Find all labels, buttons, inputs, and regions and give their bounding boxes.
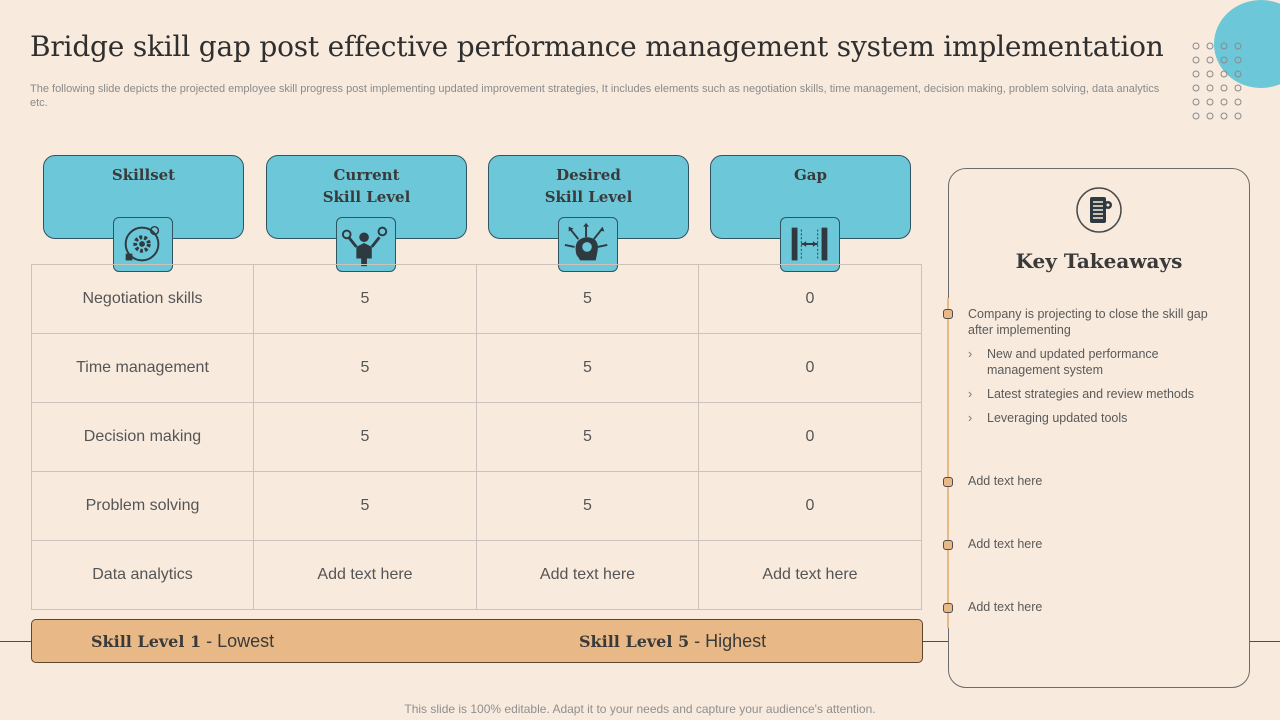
header-line1: Desired <box>556 166 621 184</box>
table-cell-current: Add text here <box>254 541 477 609</box>
takeaway-subpoint: › Leveraging updated tools <box>968 410 1228 426</box>
timeline-bullet <box>943 477 953 487</box>
chevron-right-icon: › <box>968 411 973 425</box>
table-cell-current: 5 <box>254 265 477 334</box>
takeaway-subpoint-text: Latest strategies and review methods <box>987 387 1195 401</box>
table-cell-skill: Data analytics <box>32 541 254 609</box>
table-cell-gap: 0 <box>699 472 921 541</box>
timeline-bullet <box>943 309 953 319</box>
header-line1: Skillset <box>111 166 176 184</box>
legend-highest: Skill Level 5 - Highest <box>579 631 766 652</box>
table-cell-current: 5 <box>254 334 477 403</box>
takeaway-subpoint-text: Leveraging updated tools <box>987 411 1128 425</box>
legend-level1-desc: - Lowest <box>206 631 275 651</box>
header-line1: Current <box>333 166 400 184</box>
table-cell-gap: Add text here <box>762 566 858 583</box>
table-cell-desired: 5 <box>477 334 699 403</box>
table-cell-gap: 0 <box>699 334 921 403</box>
table-cell-desired: 5 <box>477 472 699 541</box>
legend-level5-label: Skill Level 5 <box>579 632 690 651</box>
table-cell-current: 5 <box>254 472 477 541</box>
footer-note: This slide is 100% editable. Adapt it to… <box>404 702 876 716</box>
header-line2: Skill Level <box>544 188 633 206</box>
takeaway-point-4: Add text here <box>968 600 1043 614</box>
skill-level-legend: Skill Level 1 - Lowest Skill Level 5 - H… <box>31 619 923 663</box>
takeaway-point-3: Add text here <box>968 537 1043 551</box>
key-takeaways-title: Key Takeaways <box>1015 249 1183 273</box>
takeaway-point-2: Add text here <box>968 474 1043 488</box>
table-cell-current: 5 <box>254 403 477 472</box>
legend-lowest: Skill Level 1 - Lowest <box>91 631 274 652</box>
table-cell-desired: 5 <box>477 403 699 472</box>
chevron-right-icon: › <box>968 387 973 401</box>
page-subtitle: The following slide depicts the projecte… <box>30 83 1160 109</box>
person-with-gears-icon <box>336 217 396 272</box>
head-with-arrows-icon <box>558 217 618 272</box>
table-cell-skill: Decision making <box>32 403 254 472</box>
table-cell-gap: 0 <box>699 265 921 334</box>
header-line2: Skill Level <box>322 188 411 206</box>
table-cell-skill: Negotiation skills <box>32 265 254 334</box>
page-title: Bridge skill gap post effective performa… <box>30 30 1164 63</box>
takeaway-subpoint: › New and updated performance management… <box>968 346 1228 378</box>
key-takeaways-panel <box>948 168 1250 688</box>
table-cell-skill: Problem solving <box>32 472 254 541</box>
header-line1: Gap <box>793 166 828 184</box>
timeline-line <box>947 298 949 628</box>
decorative-dot-grid <box>1192 42 1242 120</box>
legend-level5-desc: - Highest <box>694 631 767 651</box>
table-cell-gap: 0 <box>699 403 921 472</box>
chevron-right-icon: › <box>968 347 973 361</box>
takeaway-subpoint: › Latest strategies and review methods <box>968 386 1228 402</box>
table-cell-desired: 5 <box>477 265 699 334</box>
timeline-bullet <box>943 603 953 613</box>
table-cell-desired: Add text here <box>477 541 699 609</box>
takeaway-point-1: Company is projecting to close the skill… <box>968 307 1208 337</box>
gap-bracket-icon <box>780 217 840 272</box>
timeline-bullet <box>943 540 953 550</box>
legend-level1-label: Skill Level 1 <box>91 632 202 651</box>
server-list-icon <box>1076 187 1122 233</box>
decorative-circle <box>1214 0 1280 88</box>
takeaway-subpoint-text: New and updated performance management s… <box>987 347 1159 377</box>
skills-gear-icon <box>113 217 173 272</box>
table-cell-skill: Time management <box>32 334 254 403</box>
skills-table: Negotiation skills 5 5 0 Time management… <box>31 264 922 610</box>
header-current-skill-level: Current Skill Level <box>266 155 467 239</box>
header-desired-skill-level: Desired Skill Level <box>488 155 689 239</box>
